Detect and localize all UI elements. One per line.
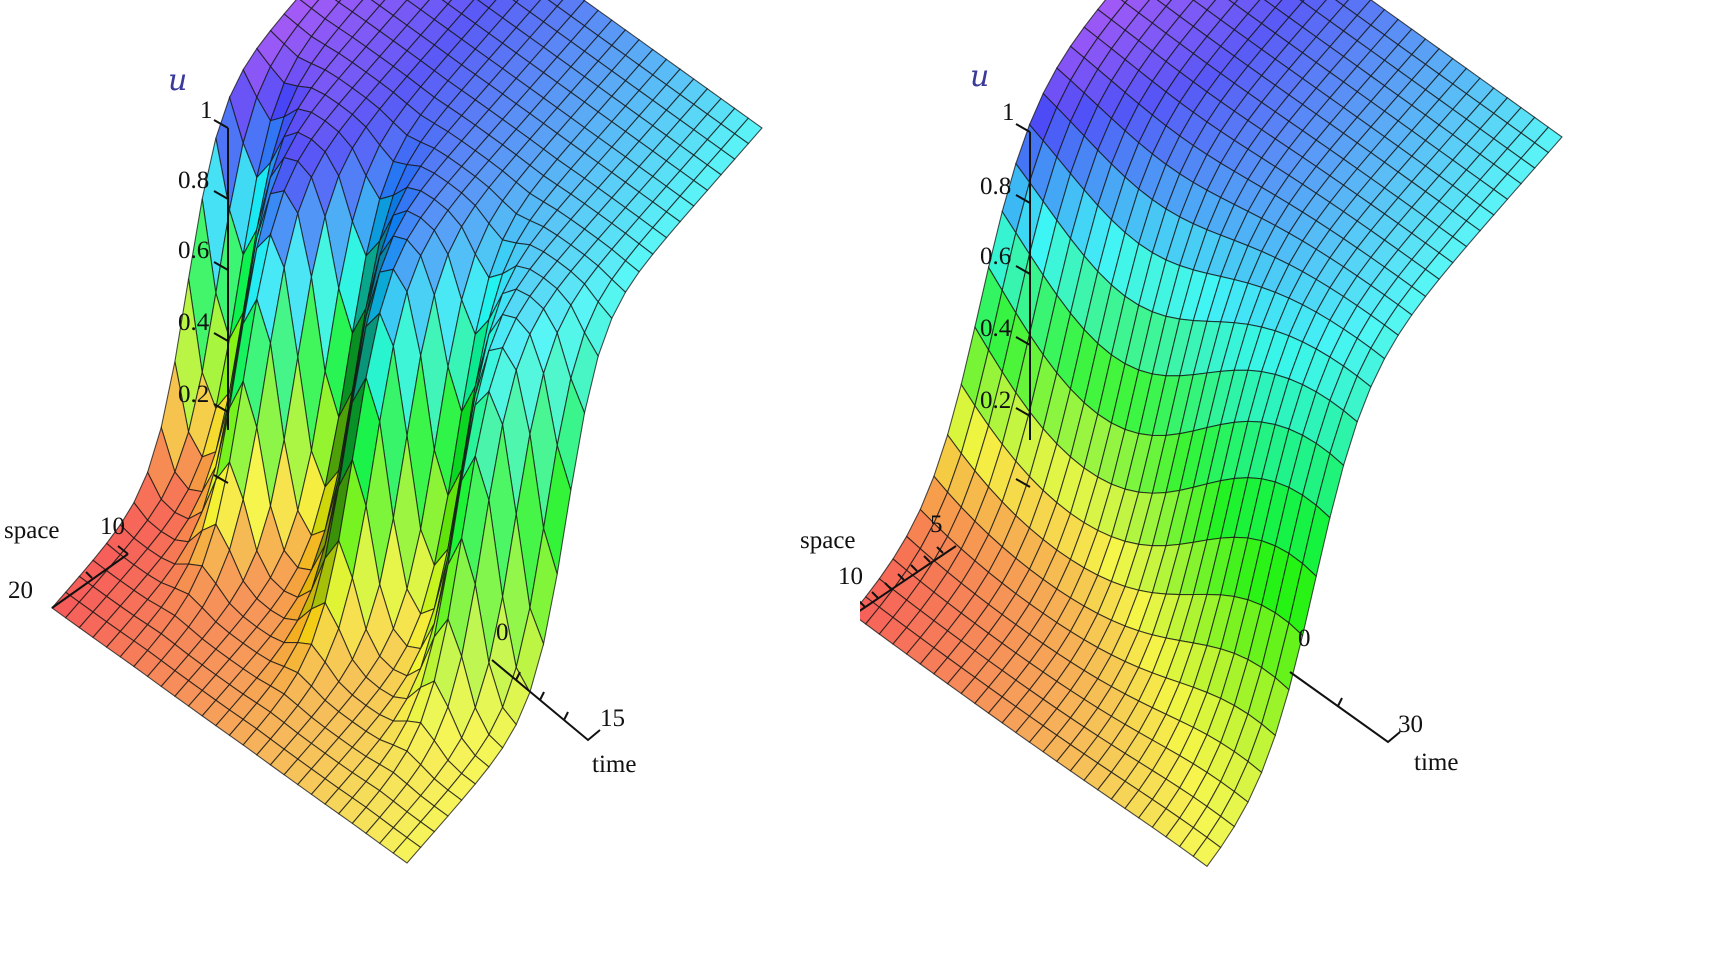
surface-plot-2: u 1 0.8 0.6 0.4 0.2 space 5 10 0 30 time bbox=[800, 0, 1720, 956]
z-axis-label: u bbox=[168, 63, 188, 98]
z-tick-0.4: 0.4 bbox=[980, 315, 1012, 342]
time-tick-30: 30 bbox=[1398, 711, 1423, 738]
z-tick-1: 1 bbox=[200, 97, 213, 124]
space-tick-5: 5 bbox=[930, 511, 943, 538]
space-tick-20: 20 bbox=[8, 577, 33, 604]
time-axis-label: time bbox=[1414, 749, 1459, 776]
time-tick-0: 0 bbox=[496, 619, 509, 646]
time-tick-0: 0 bbox=[1298, 625, 1311, 652]
z-tick-0.8: 0.8 bbox=[980, 173, 1012, 200]
z-axis-label: u bbox=[970, 59, 990, 94]
z-tick-0.4: 0.4 bbox=[178, 309, 210, 336]
space-tick-10: 10 bbox=[838, 563, 863, 590]
time-axis-label: time bbox=[592, 751, 637, 778]
z-tick-0.2: 0.2 bbox=[178, 381, 210, 408]
z-tick-0.8: 0.8 bbox=[178, 167, 210, 194]
z-tick-0.6: 0.6 bbox=[980, 243, 1012, 270]
space-tick-10: 10 bbox=[100, 513, 125, 540]
time-tick-15: 15 bbox=[600, 705, 625, 732]
surface-plot-2-canvas bbox=[860, 0, 1563, 868]
space-axis-label: space bbox=[4, 517, 60, 544]
z-tick-0.6: 0.6 bbox=[178, 237, 210, 264]
z-tick-0.2: 0.2 bbox=[980, 387, 1012, 414]
surface-plot-1-canvas bbox=[51, 0, 763, 864]
z-tick-1: 1 bbox=[1002, 99, 1015, 126]
surface-plot-1: u 1 0.8 0.6 0.4 0.2 space 10 20 0 15 tim… bbox=[4, 0, 763, 864]
space-axis-label: space bbox=[800, 527, 856, 554]
